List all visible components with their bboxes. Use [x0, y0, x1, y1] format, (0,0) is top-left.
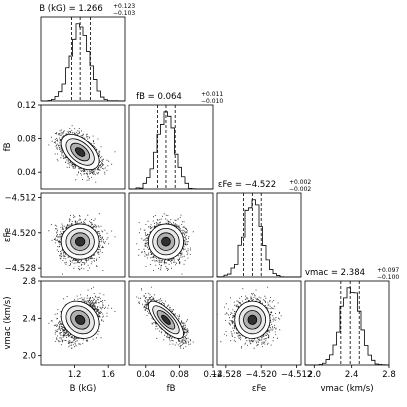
y-axis-label-eFe: εFe: [3, 228, 13, 242]
title-err-minus-vmac: −0.100: [377, 274, 399, 281]
panel-content: [136, 213, 194, 275]
title-err-plus-vmac: +0.097: [377, 267, 399, 274]
y-tick-label-fB-2: 0.12: [17, 101, 36, 111]
histogram-fB: [128, 104, 214, 190]
x-tick-label-B-0: 1.2: [68, 370, 82, 380]
y-axis-vmac: 2.0 2.4 2.8 vmac (km/s): [3, 277, 41, 362]
x-axis-fB: 0.04 0.08 0.12 fB: [136, 365, 222, 394]
histogram-steps-fB: [129, 111, 213, 190]
y-tick-label-vmac-0: 2.0: [22, 352, 36, 362]
panel-content: [48, 125, 116, 183]
panel-eFe-vs-B: [40, 192, 126, 278]
histogram-eFe: [216, 192, 302, 278]
x-tick-label-vmac-0: 2.0: [308, 370, 322, 380]
y-tick-label-vmac-2: 2.8: [22, 277, 36, 287]
panel-vmac-vs-fB: [128, 280, 214, 366]
contour-level-3: [161, 236, 171, 247]
panel-vmac-vs-eFe: [216, 280, 302, 366]
title-vmac: vmac = 2.384 +0.097−0.100: [305, 267, 399, 281]
panel-content: [48, 286, 116, 349]
y-tick-label-eFe-2: −4.512: [5, 193, 36, 203]
y-tick-label-eFe-1: −4.520: [5, 229, 36, 239]
x-axis-eFe: −4.528 −4.520 −4.512 εFe: [210, 365, 312, 394]
y-axis-label-fB: fB: [3, 142, 13, 151]
title-text-eFe: εFe = −4.522: [218, 180, 276, 190]
histogram-vmac: [304, 280, 390, 366]
title-err-minus-B: −0.103: [113, 10, 135, 17]
x-axis-B: 1.2 1.6 B (kG): [68, 365, 115, 394]
x-tick-label-eFe-0: −4.528: [210, 370, 241, 380]
panel-frame: [40, 192, 126, 278]
y-tick-label-eFe-0: −4.528: [5, 264, 36, 274]
histogram-steps-eFe: [216, 199, 301, 278]
panel-frame: [216, 280, 302, 366]
x-tick-label-fB-1: 0.08: [170, 370, 189, 380]
panel-frame: [128, 280, 214, 366]
panel-frame: [40, 280, 126, 366]
x-axis-label-vmac: vmac (km/s): [320, 384, 373, 394]
panel-frame-eFe: [216, 192, 302, 278]
panel-content: [48, 213, 116, 275]
panel-content: [136, 286, 194, 349]
x-tick-label-fB-2: 0.12: [204, 370, 223, 380]
title-text-vmac: vmac = 2.384: [305, 268, 365, 278]
histogram-steps-vmac: [305, 287, 389, 366]
panel-frame-vmac: [304, 280, 390, 366]
title-err-plus-fB: +0.011: [201, 91, 223, 98]
panel-frame: [128, 192, 214, 278]
y-axis-label-vmac: vmac (km/s): [3, 296, 13, 349]
y-tick-label-fB-0: 0.04: [17, 168, 36, 178]
y-tick-label-vmac-1: 2.4: [22, 314, 36, 324]
panel-content: [217, 286, 282, 349]
x-axis-vmac: 2.0 2.4 2.8 vmac (km/s): [308, 365, 396, 394]
panel-frame-fB: [128, 104, 214, 190]
histogram-steps-B: [41, 23, 125, 102]
x-tick-label-vmac-1: 2.4: [345, 370, 359, 380]
title-err-plus-B: +0.123: [113, 3, 135, 10]
title-text-fB: fB = 0.064: [136, 92, 182, 102]
x-axis-label-fB: fB: [167, 384, 176, 394]
y-axis-eFe: −4.528 −4.520 −4.512 εFe: [3, 193, 41, 274]
panel-fB-vs-B: [40, 104, 126, 190]
title-err-minus-eFe: −0.002: [289, 186, 311, 193]
title-err-minus-fB: −0.010: [201, 98, 223, 105]
x-tick-label-fB-0: 0.04: [136, 370, 155, 380]
x-tick-label-vmac-2: 2.8: [382, 370, 396, 380]
title-err-plus-eFe: +0.002: [289, 179, 311, 186]
contour-level-3: [74, 236, 86, 247]
histogram-B: [40, 16, 126, 102]
title-fB: fB = 0.064 +0.011−0.010: [136, 91, 223, 105]
panel-eFe-vs-fB: [128, 192, 214, 278]
x-axis-label-B: B (kG): [70, 384, 97, 394]
x-tick-label-eFe-2: −4.512: [281, 370, 312, 380]
x-tick-label-B-1: 1.6: [101, 370, 115, 380]
panel-frame-B: [40, 16, 126, 102]
contour-level-3: [161, 314, 171, 325]
contour-level-3: [74, 147, 86, 157]
x-axis-label-eFe: εFe: [252, 384, 266, 394]
contour-level-3: [247, 314, 258, 325]
panel-vmac-vs-B: [40, 280, 126, 366]
title-eFe: εFe = −4.522 +0.002−0.002: [218, 179, 312, 193]
title-text-B: B (kG) = 1.266: [39, 4, 103, 14]
x-tick-label-eFe-1: −4.520: [245, 370, 276, 380]
y-tick-label-fB-1: 0.08: [17, 135, 36, 145]
panel-frame: [40, 104, 126, 190]
contour-level-3: [74, 314, 86, 325]
y-axis-fB: 0.04 0.08 0.12 fB: [3, 101, 41, 178]
title-B: B (kG) = 1.266 +0.123−0.103: [39, 3, 135, 17]
